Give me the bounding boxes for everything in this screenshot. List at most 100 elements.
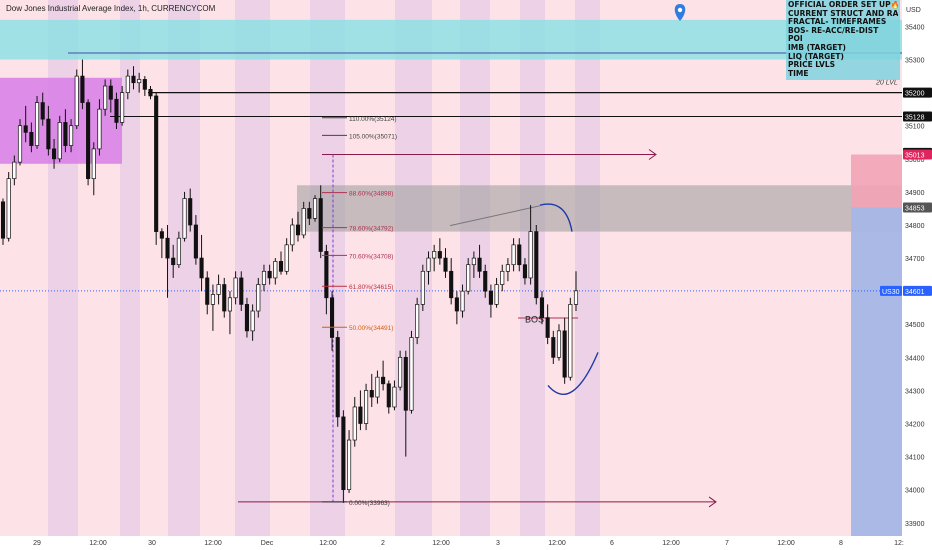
price-tag-text: US30	[882, 289, 900, 296]
candle	[551, 330, 556, 364]
legend-item: POI	[788, 35, 803, 44]
candle-body	[483, 270, 488, 292]
candle-body	[34, 102, 40, 146]
candle	[193, 215, 198, 265]
candles	[0, 59, 579, 503]
location-pin-icon	[674, 4, 686, 21]
candle-body	[125, 75, 130, 93]
candle-body	[437, 251, 442, 259]
candle	[568, 297, 573, 381]
candle	[239, 271, 244, 312]
candle-body	[256, 284, 261, 312]
candle-body	[443, 257, 448, 272]
candle-body	[148, 88, 153, 97]
candle-body	[267, 270, 272, 279]
price-tag-text: 35128	[905, 114, 925, 121]
candle	[460, 284, 465, 318]
candle	[364, 383, 369, 431]
candle-body	[324, 251, 329, 299]
candle	[415, 297, 420, 345]
candle-body	[86, 102, 91, 180]
candle	[528, 205, 533, 285]
candle-body	[193, 224, 198, 259]
level-label: 20 LVL	[875, 79, 898, 86]
candle-body	[392, 386, 397, 408]
candle	[329, 291, 335, 351]
price-tag-text: 34853	[905, 205, 925, 212]
candle-body	[545, 317, 550, 338]
legend-item: BOS- RE-ACC/RE-DIST	[788, 26, 879, 35]
candle-body	[329, 297, 335, 338]
candle-body	[539, 297, 545, 318]
candle	[284, 238, 289, 275]
candle	[188, 188, 193, 232]
legend-item: FRACTAL- TIMEFRAMES	[788, 18, 887, 27]
candle	[307, 201, 312, 225]
price-tick: 33900	[905, 521, 925, 528]
candle	[466, 258, 471, 295]
legend-item: TIME	[788, 69, 809, 78]
candle-body	[494, 284, 499, 305]
time-tick: 2	[381, 540, 385, 547]
session-band	[395, 0, 432, 536]
pin-dot	[677, 7, 683, 13]
candle-body	[403, 356, 408, 411]
candle-body	[573, 290, 579, 305]
candle	[12, 155, 17, 186]
candle-body	[386, 383, 391, 408]
time-tick: 6	[610, 540, 614, 547]
liquidity-sweep-arc	[547, 352, 599, 395]
candle-body	[154, 95, 159, 232]
time-axis[interactable]: 29 12:00 30 12:00 Dec 12:00 2 12:00 3 12:00 6 12:00…	[0, 536, 932, 550]
price-tag: 35128	[903, 111, 932, 122]
candle-body	[347, 439, 352, 491]
candle-body	[52, 148, 57, 160]
candle	[222, 277, 227, 318]
candle-body	[358, 406, 363, 424]
candle	[522, 258, 527, 285]
candle	[148, 86, 153, 100]
ray-arrow-high	[648, 149, 657, 160]
candle	[227, 291, 232, 335]
candle-body	[556, 330, 562, 358]
candle-body	[471, 257, 476, 266]
candle	[488, 284, 493, 318]
candle	[420, 264, 425, 312]
candle	[511, 238, 516, 272]
candle-body	[335, 337, 340, 418]
candle-body	[17, 125, 23, 163]
candle	[295, 211, 301, 242]
candle	[256, 277, 261, 318]
pin-body	[674, 4, 686, 21]
chart-title: Dow Jones Industrial Average Index, 1h, …	[6, 4, 216, 13]
resistance-arc	[539, 203, 573, 232]
candle-body	[40, 102, 45, 120]
candle	[52, 138, 57, 169]
candle-body	[12, 161, 17, 180]
candle	[312, 195, 318, 222]
time-tick: 12:	[894, 540, 904, 547]
time-tick: 12:00	[662, 540, 680, 547]
candle	[471, 251, 476, 278]
candle	[381, 360, 386, 391]
candle	[500, 264, 505, 292]
candle-body	[182, 198, 187, 239]
candle-body	[250, 310, 255, 332]
candle	[244, 297, 250, 338]
price-tag-bg	[903, 149, 932, 160]
candle-body	[0, 201, 6, 239]
price-axis[interactable]: USD 35400 35300 35200 35100 35000 34900 34800 34…	[880, 0, 932, 550]
candle	[108, 79, 113, 113]
candle	[233, 271, 238, 305]
candle-body	[500, 270, 505, 285]
session-band	[235, 0, 270, 536]
fib-label: 70.60%(34708)	[349, 253, 393, 260]
legend-item: IMB (TARGET)	[788, 43, 846, 52]
candle-body	[562, 330, 567, 378]
candle-body	[375, 376, 380, 398]
candle-body	[528, 231, 533, 279]
candle	[573, 271, 579, 312]
candle-body	[426, 257, 431, 272]
candle	[97, 99, 102, 156]
